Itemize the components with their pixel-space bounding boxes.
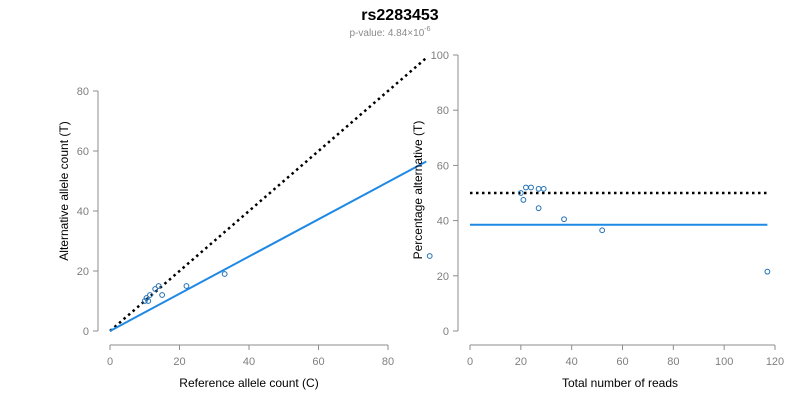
- y-tick-label: 0: [83, 326, 89, 338]
- reference-line: [109, 57, 428, 332]
- data-point: [426, 253, 433, 259]
- data-point: [599, 227, 606, 234]
- x-tick-label: 80: [382, 356, 394, 368]
- data-point: [517, 190, 524, 196]
- x-tick-label: 20: [515, 356, 527, 368]
- y-tick-label: 60: [437, 160, 449, 172]
- data-point: [764, 268, 771, 275]
- y-axis-title: Percentage alternative (T): [411, 121, 425, 260]
- x-tick-label: 40: [243, 356, 255, 368]
- data-point: [143, 295, 150, 301]
- data-point: [159, 292, 166, 298]
- data-point: [183, 283, 190, 289]
- figure-subtitle: p-value: 4.84×10-6: [349, 26, 430, 39]
- data-point: [155, 283, 162, 289]
- data-point: [152, 286, 159, 292]
- data-point: [520, 197, 527, 203]
- y-tick-label: 0: [443, 326, 449, 338]
- data-point: [540, 185, 547, 192]
- y-tick-label: 80: [77, 86, 89, 98]
- x-tick-label: 60: [312, 356, 324, 368]
- x-tick-label: 80: [667, 356, 679, 368]
- y-tick-label: 80: [437, 105, 449, 117]
- data-point: [141, 298, 148, 304]
- y-tick-label: 60: [77, 146, 89, 158]
- fit-line: [109, 160, 427, 332]
- data-point: [147, 292, 153, 298]
- x-tick-label: 100: [715, 356, 733, 368]
- y-tick-label: 20: [77, 266, 89, 278]
- x-tick-label: 60: [616, 356, 628, 368]
- y-axis-title: Alternative allele count (T): [57, 121, 71, 260]
- data-point: [528, 184, 534, 191]
- x-axis-title: Total number of reads: [562, 376, 678, 390]
- figure-title: rs2283453: [361, 7, 439, 24]
- y-tick-label: 40: [77, 206, 89, 218]
- data-point: [561, 216, 567, 223]
- allele-count-panel: Reference allele count (C) Alternative a…: [57, 57, 433, 390]
- data-point: [145, 298, 152, 304]
- y-tick-label: 20: [437, 271, 449, 283]
- y-tick-label: 40: [437, 216, 449, 228]
- percentage-alternative-panel: Total number of reads Percentage alterna…: [411, 50, 784, 390]
- x-tick-label: 40: [566, 356, 578, 368]
- x-tick-label: 120: [766, 356, 784, 368]
- p-value-text: p-value: 4.84×10: [349, 28, 424, 39]
- data-point: [535, 205, 542, 212]
- x-tick-label: 0: [107, 356, 113, 368]
- x-tick-label: 0: [467, 356, 473, 368]
- y-tick-label: 100: [431, 50, 449, 62]
- x-axis-title: Reference allele count (C): [179, 376, 318, 390]
- p-value-exponent: -6: [424, 26, 430, 33]
- data-point: [221, 271, 228, 277]
- data-point: [535, 185, 542, 192]
- data-point: [523, 184, 529, 191]
- x-tick-label: 20: [173, 356, 185, 368]
